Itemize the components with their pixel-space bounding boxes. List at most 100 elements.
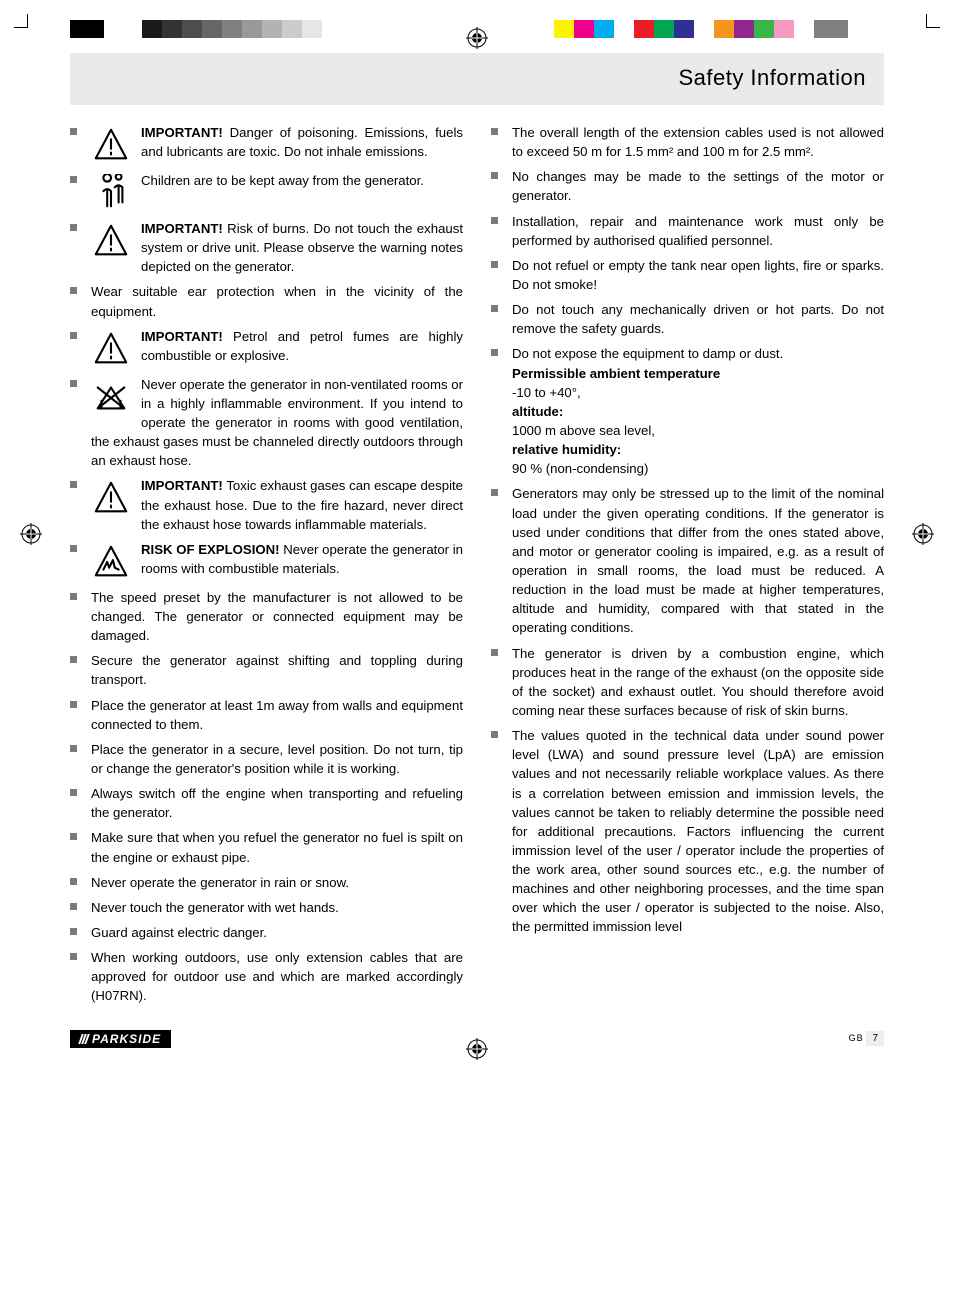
color-swatch bbox=[104, 20, 142, 38]
item-text: Secure the generator against shifting an… bbox=[91, 651, 463, 689]
bullet-icon bbox=[491, 649, 498, 656]
item-text: Installation, repair and maintenance wor… bbox=[512, 212, 884, 250]
list-item: IMPORTANT! Danger of poisoning. Emission… bbox=[70, 123, 463, 165]
color-swatch bbox=[162, 20, 182, 38]
item-text: The overall length of the extension cabl… bbox=[512, 123, 884, 161]
list-item: The overall length of the extension cabl… bbox=[491, 123, 884, 161]
list-item: Always switch off the engine when transp… bbox=[70, 784, 463, 822]
warning-icon bbox=[91, 478, 131, 518]
color-swatch bbox=[202, 20, 222, 38]
item-text: IMPORTANT! Risk of burns. Do not touch t… bbox=[91, 219, 463, 276]
color-swatch bbox=[714, 20, 734, 38]
item-text: Do not touch any mechanically driven or … bbox=[512, 300, 884, 338]
registration-mark-top bbox=[466, 27, 488, 49]
bullet-icon bbox=[70, 953, 77, 960]
list-item: IMPORTANT! Petrol and petrol fumes are h… bbox=[70, 327, 463, 369]
color-swatch bbox=[754, 20, 774, 38]
bullet-icon bbox=[70, 481, 77, 488]
item-text: Place the generator at least 1m away fro… bbox=[91, 696, 463, 734]
registration-mark-bottom bbox=[466, 1038, 488, 1060]
bullet-icon bbox=[70, 128, 77, 135]
item-text: Do not expose the equipment to damp or d… bbox=[512, 344, 884, 478]
color-swatch bbox=[142, 20, 162, 38]
color-swatch bbox=[282, 20, 302, 38]
color-swatch bbox=[674, 20, 694, 38]
color-swatch bbox=[322, 20, 342, 38]
list-item: Generators may only be stressed up to th… bbox=[491, 484, 884, 637]
list-item: IMPORTANT! Risk of burns. Do not touch t… bbox=[70, 219, 463, 276]
bullet-icon bbox=[70, 545, 77, 552]
list-item: Never operate the generator in rain or s… bbox=[70, 873, 463, 892]
bullet-icon bbox=[70, 593, 77, 600]
bullet-icon bbox=[70, 332, 77, 339]
color-bar-right bbox=[534, 20, 844, 38]
bullet-icon bbox=[70, 176, 77, 183]
color-swatch bbox=[262, 20, 282, 38]
country-code: GB bbox=[849, 1033, 864, 1043]
color-swatch bbox=[814, 20, 848, 38]
item-text: Guard against electric danger. bbox=[91, 923, 463, 942]
list-item: RISK OF EXPLOSION! Never operate the gen… bbox=[70, 540, 463, 582]
color-swatch bbox=[734, 20, 754, 38]
color-swatch bbox=[534, 20, 554, 38]
item-text: Never touch the generator with wet hands… bbox=[91, 898, 463, 917]
bullet-icon bbox=[70, 656, 77, 663]
list-item: Never touch the generator with wet hands… bbox=[70, 898, 463, 917]
item-text: The values quoted in the technical data … bbox=[512, 726, 884, 937]
brand-badge: PARKSIDE bbox=[70, 1030, 171, 1048]
content-columns: IMPORTANT! Danger of poisoning. Emission… bbox=[70, 123, 884, 1012]
item-text: IMPORTANT! Petrol and petrol fumes are h… bbox=[91, 327, 463, 369]
color-swatch bbox=[342, 20, 362, 38]
left-column: IMPORTANT! Danger of poisoning. Emission… bbox=[70, 123, 463, 1012]
bullet-icon bbox=[70, 878, 77, 885]
warning-icon bbox=[91, 221, 131, 261]
color-swatch bbox=[70, 20, 104, 38]
bullet-icon bbox=[491, 128, 498, 135]
bullet-icon bbox=[70, 789, 77, 796]
registration-mark-right bbox=[912, 523, 934, 545]
list-item: Children are to be kept away from the ge… bbox=[70, 171, 463, 213]
crop-mark-tl bbox=[8, 8, 28, 28]
warning-icon bbox=[91, 329, 131, 369]
color-swatch bbox=[614, 20, 634, 38]
warning-icon bbox=[91, 125, 131, 165]
bullet-icon bbox=[70, 928, 77, 935]
bullet-icon bbox=[70, 380, 77, 387]
color-swatch bbox=[774, 20, 794, 38]
bullet-icon bbox=[70, 745, 77, 752]
list-item: Installation, repair and maintenance wor… bbox=[491, 212, 884, 250]
color-swatch bbox=[242, 20, 262, 38]
list-item: Guard against electric danger. bbox=[70, 923, 463, 942]
brand-stripes-icon bbox=[80, 1034, 88, 1044]
item-text: Generators may only be stressed up to th… bbox=[512, 484, 884, 637]
explosion-icon bbox=[91, 542, 131, 582]
page-number: 7 bbox=[866, 1031, 884, 1046]
enclosed-icon bbox=[91, 377, 131, 417]
item-text: IMPORTANT! Danger of poisoning. Emission… bbox=[91, 123, 463, 165]
list-item: The generator is driven by a combustion … bbox=[491, 644, 884, 721]
color-swatch bbox=[694, 20, 714, 38]
list-item: Place the generator in a secure, level p… bbox=[70, 740, 463, 778]
bullet-icon bbox=[70, 224, 77, 231]
item-text: Place the generator in a secure, level p… bbox=[91, 740, 463, 778]
list-item: Wear suitable ear protection when in the… bbox=[70, 282, 463, 320]
color-swatch bbox=[182, 20, 202, 38]
bullet-icon bbox=[491, 489, 498, 496]
item-text: IMPORTANT! Toxic exhaust gases can escap… bbox=[91, 476, 463, 533]
color-swatch bbox=[654, 20, 674, 38]
list-item: Make sure that when you refuel the gener… bbox=[70, 828, 463, 866]
color-swatch bbox=[362, 20, 382, 38]
children-icon bbox=[91, 173, 131, 213]
item-text: When working outdoors, use only extensio… bbox=[91, 948, 463, 1005]
list-item: Do not expose the equipment to damp or d… bbox=[491, 344, 884, 478]
list-item: The speed preset by the manufacturer is … bbox=[70, 588, 463, 645]
item-text: Never operate the generator in rain or s… bbox=[91, 873, 463, 892]
item-text: The generator is driven by a combustion … bbox=[512, 644, 884, 721]
list-item: Do not touch any mechanically driven or … bbox=[491, 300, 884, 338]
bullet-icon bbox=[491, 217, 498, 224]
item-text: Do not refuel or empty the tank near ope… bbox=[512, 256, 884, 294]
right-column: The overall length of the extension cabl… bbox=[491, 123, 884, 1012]
page-number-box: GB 7 bbox=[849, 1033, 884, 1044]
color-swatch bbox=[594, 20, 614, 38]
item-text: RISK OF EXPLOSION! Never operate the gen… bbox=[91, 540, 463, 582]
